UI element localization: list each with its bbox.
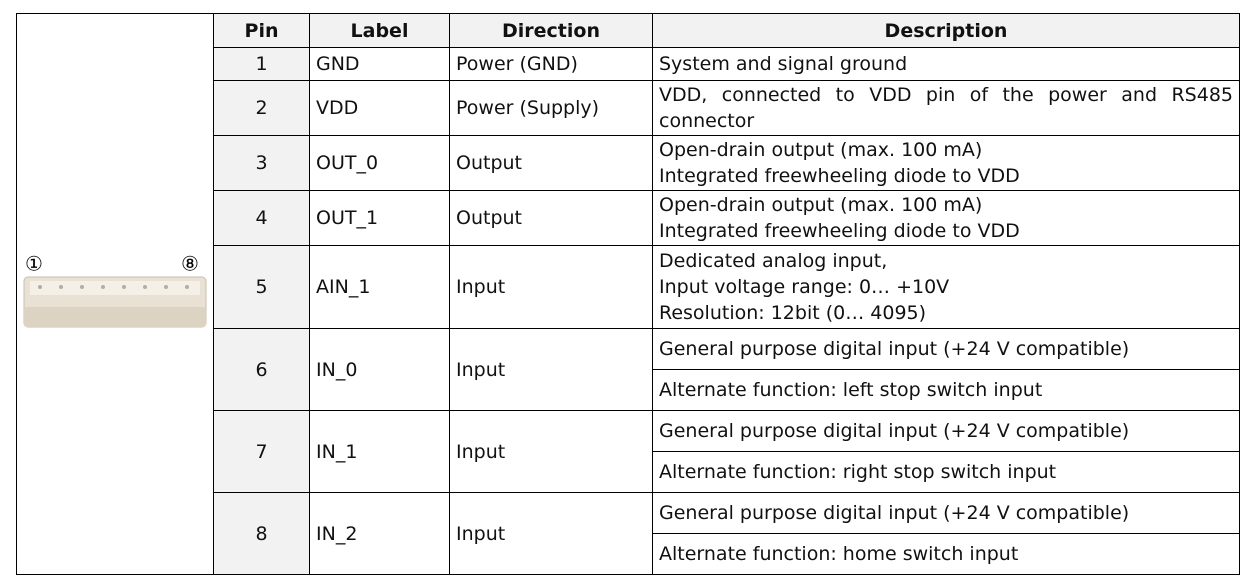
header-row: ① ⑧ Pin Label Direction Description [16,13,1240,575]
description-line: Open-drain output (max. 100 mA) [659,194,983,216]
description-line: Dedicated analog input, [659,250,888,272]
label-cell: OUT_1 [309,190,450,246]
table-row: Alternate function: home switch input [17,533,1240,575]
pin-cell: 4 [213,190,310,246]
label-cell: OUT_0 [309,135,450,191]
pin-cell: 3 [213,135,310,191]
label-cell: IN_1 [309,410,450,493]
table-row: 2 VDD Power (Supply) VDD, connected to VDD … [17,80,1240,136]
direction-cell: Power (GND) [449,47,653,81]
description-cell: General purpose digital input (+24 V com… [652,410,1240,452]
description-line: Integrated freewheeling diode to VDD [659,220,1020,242]
description-line: Integrated freewheeling diode to VDD [659,165,1020,187]
connector-pins [38,284,189,289]
description-line: VDD, connected to VDD pin of the power a… [659,84,1233,132]
column-header: Label [309,13,450,48]
description-cell: Alternate function: left stop switch inp… [652,369,1240,411]
direction-cell: Input [449,410,653,493]
connector-base [24,306,206,327]
label-cell: VDD [309,80,450,136]
label-cell: IN_0 [309,328,450,411]
table-row: 6 IN_0 Input General purpose digital input … [17,328,1240,411]
direction-cell: Output [449,190,653,246]
column-header: Description [652,13,1240,48]
description-line: System and signal ground [659,53,908,75]
description-cell: Open-drain output (max. 100 mA) Integrate… [652,135,1240,191]
pin-cell: 1 [213,47,310,81]
connector-cell: ① ⑧ [16,13,214,575]
table-row: 5 AIN_1 Input Dedicated analog input, Input … [17,245,1240,329]
pin-cell: 6 [213,328,310,411]
description-cell: Alternate function: right stop switch in… [652,451,1240,493]
direction-cell: Input [449,245,653,329]
description-cell: VDD, connected to VDD pin of the power a… [652,80,1240,136]
description-cell: System and signal ground [652,47,1240,81]
table-row: 1 GND Power (GND) System and signal ground [17,47,1240,81]
description-line: Input voltage range: 0… +10V [659,276,950,298]
description-cell: General purpose digital input (+24 V com… [652,492,1240,534]
description-cell: Open-drain output (max. 100 mA) Integrate… [652,190,1240,246]
direction-cell: Input [449,492,653,575]
table-row: 8 IN_2 Input General purpose digital input … [17,492,1240,575]
direction-cell: Power (Supply) [449,80,653,136]
direction-cell: Input [449,328,653,411]
column-header: Pin [213,13,310,48]
pin-cell: 2 [213,80,310,136]
table-row: 7 IN_1 Input General purpose digital input … [17,410,1240,493]
label-cell: AIN_1 [309,245,450,329]
description-line: Resolution: 12bit (0… 4095) [659,302,927,324]
description-cell: General purpose digital input (+24 V com… [652,328,1240,370]
description-cell: Alternate function: home switch input [652,533,1240,575]
direction-cell: Output [449,135,653,191]
description-cell: Dedicated analog input, Input voltage ran… [652,245,1240,329]
label-cell: GND [309,47,450,81]
table-row: 3 OUT_0 Output Open-drain output (max. 100 … [17,135,1240,191]
column-header: Direction [449,13,653,48]
description-line: Open-drain output (max. 100 mA) [659,139,983,161]
pin-cell: 5 [213,245,310,329]
connector-lip [30,280,200,295]
connector-image: ① ⑧ [23,251,207,327]
label-cell: IN_2 [309,492,450,575]
pin-table: ① ⑧ Pin Label Direction Description 1 GND… [16,13,1240,575]
pin-label: ⑧ [181,251,199,275]
pin-cell: 8 [213,492,310,575]
pin-label: ① [25,251,43,275]
pin-cell: 7 [213,410,310,493]
